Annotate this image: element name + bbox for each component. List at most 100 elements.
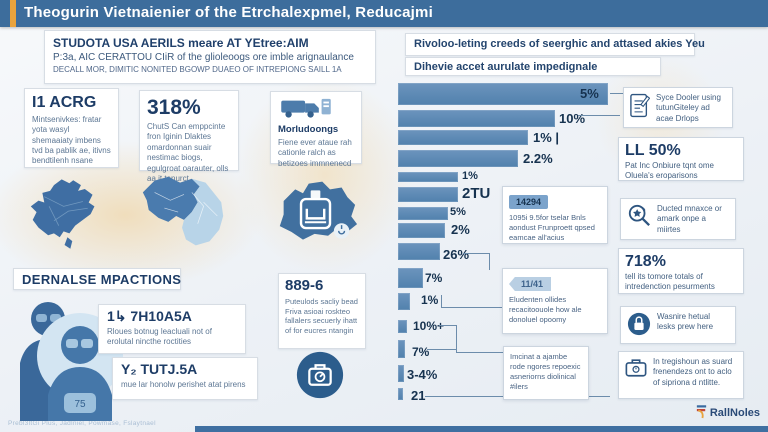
intro-card: STUDOTA USA AERILS meare AT YEtree:AIM P… xyxy=(44,30,376,84)
callout-badge: 14294 xyxy=(509,195,549,209)
country-map-twotone xyxy=(135,172,233,259)
country-map-dark xyxy=(25,176,107,261)
chart-bar xyxy=(398,150,518,167)
connector-line xyxy=(441,295,442,307)
chart-bar-label: 26% xyxy=(443,247,470,262)
right-panel-header-1-text: Rivoloo-leting creeds of seerghic and at… xyxy=(414,38,705,50)
callout-text: Imcinat a ajambe rode ngores repoexic as… xyxy=(510,352,581,392)
connector-line xyxy=(441,307,502,308)
side-item-text: Wasnire hetual lesks prew here xyxy=(657,312,714,332)
briefcase-icon xyxy=(625,357,647,383)
chart-bar xyxy=(398,223,445,238)
side-item: Ducted mnaxce or amark onpe a miirtes xyxy=(620,198,736,240)
chart-bar-label: 2.2% xyxy=(523,151,553,166)
chart-bar-label: 7% xyxy=(425,271,443,285)
chart-bar xyxy=(398,293,410,310)
chart-bar-label: 21 xyxy=(411,388,426,403)
chart-bar-label: 2TU xyxy=(462,185,491,202)
chart-bar xyxy=(398,130,528,145)
connector-line xyxy=(456,325,457,352)
chart-bar-label: 5% xyxy=(580,86,599,101)
magnifier-star-icon xyxy=(627,204,651,233)
right-panel-header-1: Rivoloo-leting creeds of seerghic and at… xyxy=(405,33,705,56)
chart-bar xyxy=(398,388,403,400)
chart-bar xyxy=(398,187,458,202)
connector-line xyxy=(610,93,623,94)
right-panel-header-2: Dihevie accet aurulate impedignale xyxy=(405,57,661,76)
side-item: Syce Dooler using tutunGiteley ad acae D… xyxy=(623,87,733,128)
bottom-accent-strip xyxy=(195,426,768,432)
header-accent-mark xyxy=(10,0,16,27)
brand-logo-icon xyxy=(695,404,708,422)
connector-line xyxy=(578,115,620,116)
side-item-value: 718% xyxy=(625,253,666,270)
chart-bar-label: 3-4% xyxy=(407,367,438,382)
side-item: In tregishoun as suard frenendezs ont to… xyxy=(618,351,744,399)
chart-bar xyxy=(398,268,423,288)
stat-value: 318% xyxy=(147,96,201,119)
brand-logo: RallNoles xyxy=(695,404,760,422)
intro-line1: STUDOTA USA AERILS meare AT YEtree:AIM xyxy=(53,36,309,50)
chart-bar xyxy=(398,207,448,220)
impact-text: mue lar honolw perishet atat pirens xyxy=(121,379,246,389)
side-item: LL 50% Pat Inc Onbiure tqnt ome Oluela's… xyxy=(618,137,744,181)
callout-badge: 11/41 xyxy=(509,277,552,291)
section-heading-box: DERNALSE MPACTIONS xyxy=(13,268,181,290)
region-blob-device-icon xyxy=(266,172,366,262)
right-panel-header-2-text: Dihevie accet aurulate impedignale xyxy=(414,61,598,73)
connector-line xyxy=(456,352,503,353)
side-item-text: In tregishoun as suard frenendezs ont to… xyxy=(653,357,733,387)
callout-text: 1095i 9.5for tselar Bnls aondust Frunpro… xyxy=(509,213,595,243)
callout-box: 11/41 Eludenten ollides recacitoouole ho… xyxy=(502,268,608,334)
chest-badge-value: 75 xyxy=(74,399,86,410)
briefcase-clock-circle-icon xyxy=(296,351,344,404)
chart-bar-label: 10%+ xyxy=(413,319,445,333)
section-heading: DERNALSE MPACTIONS xyxy=(22,272,182,287)
side-item-text: Syce Dooler using tutunGiteley ad acae D… xyxy=(656,93,721,123)
connector-line xyxy=(427,349,456,350)
callout-box: Imcinat a ajambe rode ngores repoexic as… xyxy=(503,346,589,400)
side-item-text: Pat Inc Onbiure tqnt ome Oluela's eropar… xyxy=(625,161,714,181)
stat-card-318: 318% ChutS Can emppcinte fron Iginin Dla… xyxy=(139,90,239,183)
chart-bar xyxy=(398,365,404,382)
stat-card-logistics: Morludoongs Fiene ever ataue rah cationl… xyxy=(270,91,362,168)
stat-text: Mintsenivkes: fratar yota wasyl shemaaia… xyxy=(32,114,111,166)
stat-text: Fiene ever ataue rah cationle ralch as b… xyxy=(278,137,352,168)
stat-text: Puteulods sacliy bead Friva asioai roskt… xyxy=(285,296,358,335)
stat-value: I1 ACRG xyxy=(32,94,97,111)
chart-bar-label: 7% xyxy=(412,345,430,359)
footer-credits: Prebl3ltGi Plus, Jadlniel, Powmase, Fsla… xyxy=(8,420,156,427)
side-item-value: LL 50% xyxy=(625,142,681,159)
callout-box: 14294 1095i 9.5for tselar Bnls aondust F… xyxy=(502,186,608,244)
stat-value: Morludoongs xyxy=(278,124,339,135)
intro-line2: P:3a, AIC CERATTOU CIiR of the glioleoog… xyxy=(53,52,354,63)
page-title: Theogurin Vietnaienier of the Etrchalexp… xyxy=(24,4,433,21)
chart-bar-label: 1% xyxy=(421,293,439,307)
side-item: 718% tell its tomore totals of intredenc… xyxy=(618,248,744,294)
document-pen-icon xyxy=(630,93,651,123)
chart-bar xyxy=(398,83,608,105)
padlock-emblem-icon xyxy=(627,312,651,341)
connector-line xyxy=(489,253,490,270)
chart-bar-label: 10% xyxy=(559,111,586,126)
brand-logo-text: RallNoles xyxy=(709,407,760,419)
chart-bar xyxy=(398,340,405,358)
connector-line xyxy=(439,325,456,326)
chart-bar-label: 1% xyxy=(462,170,478,182)
chart-bar-label: 1% | xyxy=(533,130,560,145)
chart-bar-label: 2% xyxy=(451,222,470,237)
truck-icon xyxy=(278,98,334,123)
chart-bar xyxy=(398,172,458,182)
connector-line xyxy=(463,253,490,254)
stat-value: 889-6 xyxy=(285,277,324,294)
side-item-text: Ducted mnaxce or amark onpe a miirtes xyxy=(657,204,722,234)
stat-card-889: 889-6 Puteulods sacliy bead Friva asioai… xyxy=(278,273,366,349)
chart-bar-label: 5% xyxy=(450,206,466,218)
chart-bar xyxy=(398,110,555,127)
side-item: Wasnire hetual lesks prew here xyxy=(620,306,736,344)
callout-text: Eludenten ollides recacitoouole how ale … xyxy=(509,295,582,325)
header-bar: Theogurin Vietnaienier of the Etrchalexp… xyxy=(0,0,768,27)
chart-bar xyxy=(398,320,407,333)
stat-card-acrg: I1 ACRG Mintsenivkes: fratar yota wasyl … xyxy=(24,88,119,168)
